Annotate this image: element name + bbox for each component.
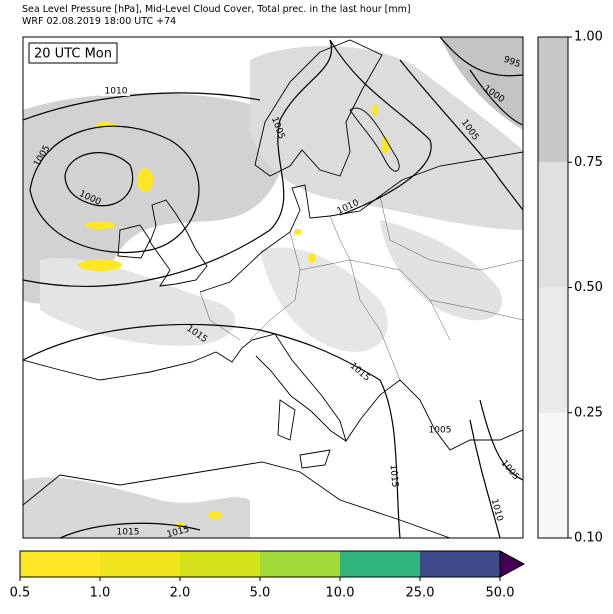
- colorbar-tick-label: 5.0: [250, 586, 271, 601]
- colorbar-extend: [499, 550, 526, 578]
- colorbar-segment: [180, 551, 260, 577]
- colorbar-tick-label: 1.0: [90, 586, 111, 601]
- colorbar-segment: [260, 551, 340, 577]
- colorbar-tick-label: 0.25: [574, 405, 603, 420]
- map: 1010 1005 1000 1005 1005 995 1000 1005 1…: [22, 36, 524, 541]
- colorbar-segment: [538, 37, 568, 163]
- colorbar-tick-label: 0.10: [574, 531, 603, 546]
- isobar-label: 1010: [105, 87, 128, 97]
- isobar-label: 1015: [117, 528, 140, 538]
- isobar-label: 1015: [166, 525, 191, 541]
- colorbar-tick-label: 25.0: [406, 586, 435, 601]
- isobar-label: 1005: [429, 426, 452, 436]
- coastlines: [23, 39, 523, 538]
- colorbar-segment: [538, 162, 568, 288]
- colorbar-tick-label: 0.75: [574, 155, 603, 170]
- precip-colorbar: 0.5 1.0 2.0 5.0 10.0 25.0 50.0: [10, 550, 526, 601]
- title-line-1: Sea Level Pressure [hPa], Mid-Level Clou…: [22, 4, 411, 15]
- colorbar-segment: [420, 551, 500, 577]
- colorbar-segment: [100, 551, 180, 577]
- borders: [199, 195, 523, 381]
- isobar-label: 1015: [388, 464, 400, 488]
- colorbar-tick-label: 2.0: [170, 586, 191, 601]
- colorbar-segment: [538, 412, 568, 538]
- time-box: [28, 42, 118, 64]
- colorbar-segment: [538, 287, 568, 413]
- colorbar-segment: [340, 551, 420, 577]
- cloud-colorbar: 0.10 0.25 0.50 0.75 1.00: [537, 30, 603, 546]
- title-line-2: WRF 02.08.2019 18:00 UTC +74: [22, 16, 176, 27]
- time-label: 20 UTC Mon: [34, 47, 112, 62]
- colorbar-segment: [20, 551, 100, 577]
- colorbar-tick-label: 10.0: [326, 586, 355, 601]
- colorbar-tick-label: 1.00: [574, 30, 603, 45]
- precipitation: [78, 104, 389, 528]
- isobars: [23, 37, 523, 538]
- colorbar-tick-label: 50.0: [486, 586, 515, 601]
- colorbar-tick-label: 0.5: [10, 586, 31, 601]
- colorbar-tick-label: 0.50: [574, 280, 603, 295]
- map-frame: [22, 36, 524, 539]
